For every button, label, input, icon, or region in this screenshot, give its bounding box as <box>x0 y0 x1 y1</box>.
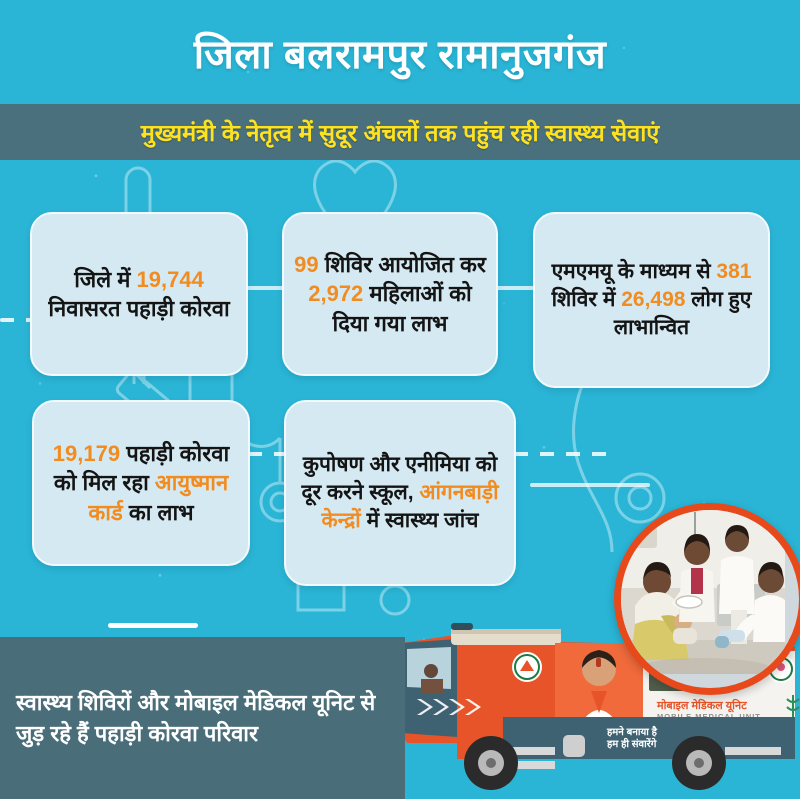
stat-card-camps-women[interactable]: 99 शिविर आयोजित कर 2,972 महिलाओं को दिया… <box>282 212 498 376</box>
stat-card-text: कुपोषण और एनीमिया को दूर करने स्कूल, आंग… <box>296 451 504 534</box>
stat-highlight: आंगनबाड़ी केन्द्रों <box>321 481 499 532</box>
stat-plain: लोग हुए लाभान्वित <box>613 288 752 339</box>
connector-row1-edge <box>0 318 52 322</box>
heart-watermark-icon <box>313 159 397 244</box>
stat-plain: में स्वास्थ्य जांच <box>360 508 479 532</box>
stat-plain: शिविर में <box>551 288 622 312</box>
poster-title-zone: जिला बलरामपुर रामानुजगंज <box>0 0 800 104</box>
stat-plain: का लाभ <box>122 499 194 525</box>
mmu-health-checkup-photo <box>614 503 800 695</box>
stat-card-text: जिले में 19,744 निवासरत पहाड़ी कोरवा <box>42 265 236 323</box>
stat-plain: निवासरत पहाड़ी कोरवा <box>48 296 230 321</box>
clipboard-watermark-icon <box>572 385 666 553</box>
stat-plain: शिविर आयोजित कर <box>318 252 486 278</box>
van-label-english: MOBILE MEDICAL UNIT <box>657 712 761 721</box>
connector-row1-right <box>494 286 554 290</box>
stat-highlight: 26,498 <box>621 288 686 312</box>
connector-row2-tail <box>530 483 650 487</box>
stat-card-ayushman-card[interactable]: 19,179 पहाड़ी कोरवा को मिल रहा आयुष्मान … <box>32 400 250 566</box>
stat-highlight: 381 <box>716 260 752 284</box>
stat-highlight: आयुष्मान कार्ड <box>88 470 229 525</box>
page-title: जिला बलरामपुर रामानुजगंज <box>193 32 607 77</box>
caption-accent-bar <box>108 623 198 628</box>
stat-plain: एमएमयू के माध्यम से <box>551 260 717 284</box>
bottom-caption-panel: स्वास्थ्य शिविरों और मोबाइल मेडिकल यूनिट… <box>0 637 405 799</box>
stat-plain: जिले में <box>74 266 137 292</box>
stat-plain: कुपोषण और एनीमिया को दूर करने स्कूल, <box>301 453 498 505</box>
stat-card-text: एमएमयू के माध्यम से 381 शिविर में 26,498… <box>545 258 758 341</box>
van-illustration: मोबाइल मेडिकल यूनिट MOBILE MEDICAL UNIT … <box>401 623 800 790</box>
stat-highlight: 19,179 <box>52 441 121 467</box>
stat-highlight: 19,744 <box>136 266 204 292</box>
bottom-caption-text: स्वास्थ्य शिविरों और मोबाइल मेडिकल यूनिट… <box>16 689 376 746</box>
van-slogan-line2: हम ही संवारेंगे <box>606 737 657 750</box>
stat-highlight: 99 <box>294 252 319 278</box>
stat-card-nutrition-anemia[interactable]: कुपोषण और एनीमिया को दूर करने स्कूल, आंग… <box>284 400 516 586</box>
stat-plain: महिलाओं को दिया गया लाभ <box>332 281 472 336</box>
stat-plain: पहाड़ी कोरवा को मिल रहा <box>53 441 230 496</box>
stat-card-text: 99 शिविर आयोजित कर 2,972 महिलाओं को दिया… <box>294 250 486 337</box>
van-label-hindi: मोबाइल मेडिकल यूनिट <box>656 698 747 713</box>
subtitle-band: मुख्यमंत्री के नेतृत्व में सुदूर अंचलों … <box>0 104 800 160</box>
stat-card-text: 19,179 पहाड़ी कोरवा को मिल रहा आयुष्मान … <box>44 439 238 526</box>
stat-card-mmu-beneficiaries[interactable]: एमएमयू के माध्यम से 381 शिविर में 26,498… <box>533 212 770 388</box>
mobile-medical-unit-van: मोबाइल मेडिकल यूनिट MOBILE MEDICAL UNIT … <box>395 613 800 799</box>
stat-card-tribal-population[interactable]: जिले में 19,744 निवासरत पहाड़ी कोरवा <box>30 212 248 376</box>
connector-row1-left <box>244 286 304 290</box>
van-slogan-line1: हमने बनाया है <box>606 725 658 738</box>
connector-row2-left <box>248 452 310 456</box>
connector-row2-right <box>514 452 614 456</box>
photo-content <box>621 510 785 674</box>
stat-highlight: 2,972 <box>308 281 364 307</box>
poster-subtitle: मुख्यमंत्री के नेतृत्व में सुदूर अंचलों … <box>140 120 660 146</box>
